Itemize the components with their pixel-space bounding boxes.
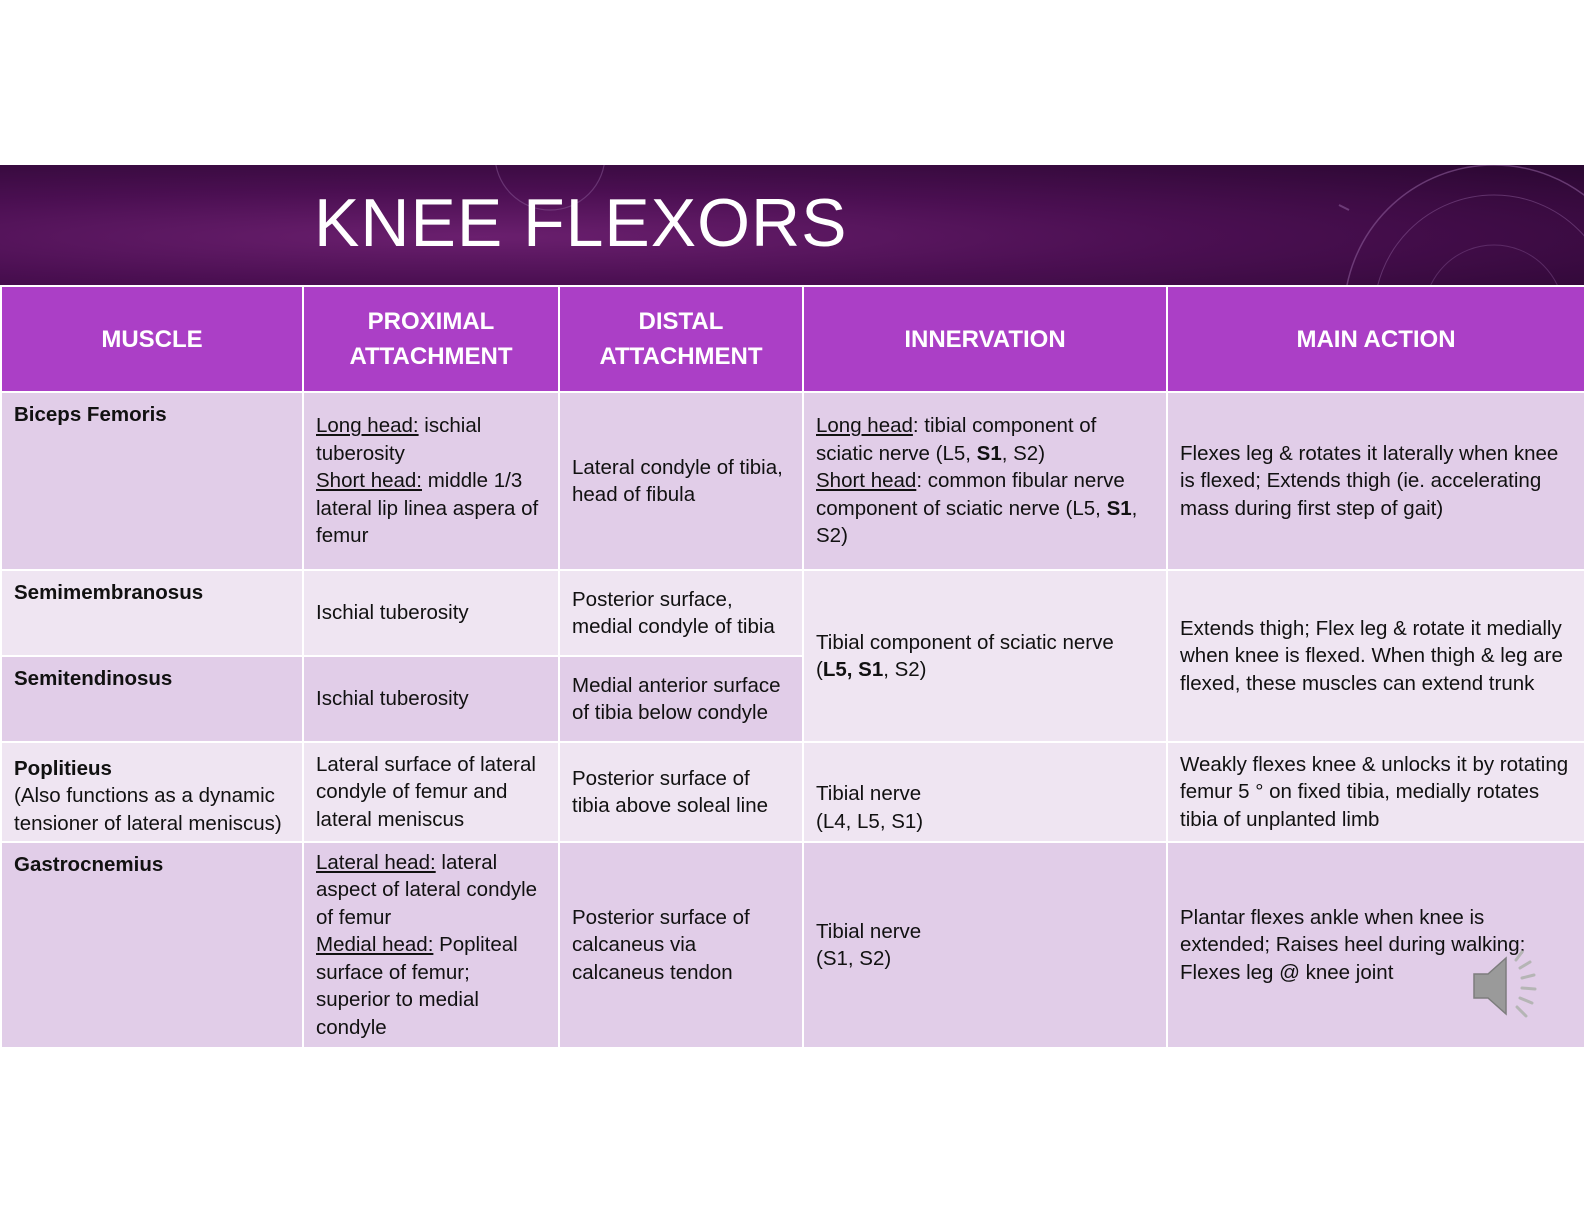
action-cell: Flexes leg & rotates it laterally when k…	[1166, 391, 1584, 571]
header-muscle: MUSCLE	[0, 285, 304, 393]
table-row-biceps-femoris: Biceps Femoris Long head: ischial tubero…	[0, 391, 1584, 571]
action-cell: Weakly flexes knee & unlocks it by rotat…	[1166, 741, 1584, 843]
header-proximal: PROXIMAL ATTACHMENT	[302, 285, 560, 393]
proximal-cell: Lateral surface of lateral condyle of fe…	[302, 741, 560, 843]
arc-decoration-icon	[495, 165, 605, 211]
dial-decoration-icon	[1338, 165, 1584, 285]
header-row: MUSCLE PROXIMAL ATTACHMENT DISTAL ATTACHME…	[0, 285, 1584, 393]
table-row-popliteus: Poplitieus (Also functions as a dynamic t…	[0, 741, 1584, 843]
distal-cell: Posterior surface, medial condyle of tib…	[558, 569, 804, 657]
muscle-name: Semitendinosus	[0, 655, 304, 743]
header-distal: DISTAL ATTACHMENT	[558, 285, 804, 393]
muscle-name: Semimembranosus	[0, 569, 304, 657]
proximal-cell: Ischial tuberosity	[302, 569, 560, 657]
innervation-cell: Tibial nerve (L4, L5, S1)	[802, 741, 1168, 843]
header-action: MAIN ACTION	[1166, 285, 1584, 393]
muscle-name: Poplitieus (Also functions as a dynamic t…	[0, 741, 304, 843]
title-banner: KNEE FLEXORS	[0, 165, 1584, 285]
distal-cell: Medial anterior surface of tibia below c…	[558, 655, 804, 743]
distal-cell: Posterior surface of calcaneus via calca…	[558, 841, 804, 1049]
innervation-cell: Tibial component of sciatic nerve (L5, S…	[802, 569, 1168, 743]
distal-cell: Lateral condyle of tibia, head of fibula	[558, 391, 804, 571]
table-row-semitendinosus: Semitendinosus Ischial tuberosity Medial…	[0, 655, 1584, 743]
speaker-icon[interactable]	[1468, 946, 1548, 1026]
action-cell: Extends thigh; Flex leg & rotate it medi…	[1166, 569, 1584, 743]
muscle-name: Gastrocnemius	[0, 841, 304, 1049]
proximal-cell: Ischial tuberosity	[302, 655, 560, 743]
header-innervation: INNERVATION	[802, 285, 1168, 393]
page-title: KNEE FLEXORS	[314, 185, 848, 261]
proximal-cell: Long head: ischial tuberosity Short head…	[302, 391, 560, 571]
knee-flexors-table: MUSCLE PROXIMAL ATTACHMENT DISTAL ATTACHME…	[0, 285, 1584, 1049]
action-cell: Plantar flexes ankle when knee is extend…	[1166, 841, 1584, 1049]
proximal-cell: Lateral head: lateral aspect of lateral …	[302, 841, 560, 1049]
innervation-cell: Tibial nerve (S1, S2)	[802, 841, 1168, 1049]
table-row-gastrocnemius: Gastrocnemius Lateral head: lateral aspe…	[0, 841, 1584, 1049]
muscle-name: Biceps Femoris	[0, 391, 304, 571]
table-row-semimembranosus: Semimembranosus Ischial tuberosity Poste…	[0, 569, 1584, 743]
innervation-cell: Long head: tibial component of sciatic n…	[802, 391, 1168, 571]
distal-cell: Posterior surface of tibia above soleal …	[558, 741, 804, 843]
